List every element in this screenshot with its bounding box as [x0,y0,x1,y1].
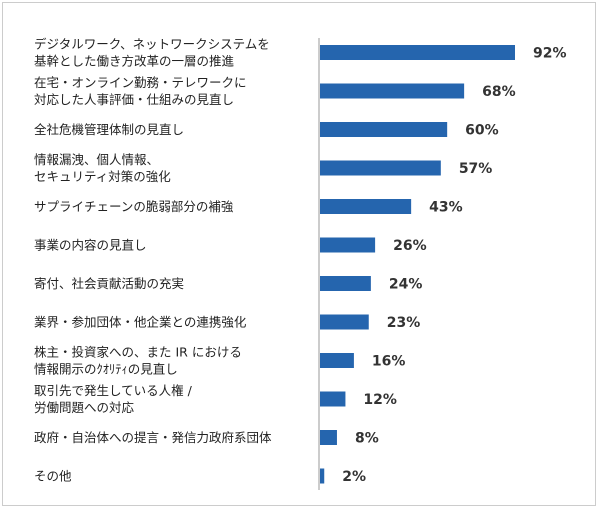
category-label-5-line-1: サプライチェーンの脆弱部分の補強 [34,199,234,214]
bar-7 [320,276,371,291]
value-label-9: 16% [372,354,406,370]
category-label-10-line-2: 労働問題への対応 [34,400,135,415]
category-label-4-line-2: セキュリティ対策の強化 [34,169,171,184]
value-label-2: 68% [482,84,516,100]
bar-9 [320,353,354,368]
category-label-9-line-2: 情報開示のｸｵﾘﾃｨの見直し [34,362,178,377]
bar-10 [320,391,346,407]
bar-1 [320,45,515,60]
category-label-7-line-1: 寄付、社会貢献活動の充実 [34,276,184,291]
value-label-1: 92% [533,46,567,62]
category-label-2-line-2: 対応した人事評価・仕組みの見直し [34,92,234,107]
category-label-4-line-1: 情報漏洩、個人情報、 [34,152,159,167]
bar-5 [320,199,412,214]
bar-3 [320,122,448,137]
bar-11 [320,430,337,445]
category-label-12-line-1: その他 [34,469,72,484]
category-label-8-line-1: 業界・参加団体・他企業との連携強化 [34,315,247,330]
bar-2 [320,83,465,99]
bar-6 [320,237,376,253]
category-label-6-line-1: 事業の内容の見直し [34,238,147,253]
value-label-3: 60% [465,123,499,139]
value-label-10: 12% [363,392,397,408]
value-label-11: 8% [355,431,379,447]
category-label-1-line-1: デジタルワーク、ネットワークシステムを [34,37,270,52]
value-label-4: 57% [459,161,493,177]
category-label-9-line-1: 株主・投資家への、また IR における [34,345,242,360]
bar-12 [320,468,325,484]
category-label-1-line-2: 基幹とした働き方改革の一層の推進 [34,54,235,69]
category-label-2-line-1: 在宅・オンライン勤務・テレワークに [34,75,247,90]
category-label-3-line-1: 全社危機管理体制の見直し [34,122,184,137]
value-label-5: 43% [429,200,463,216]
category-label-10-line-1: 取引先で発生している人権 / [34,383,193,398]
bar-8 [320,314,369,330]
value-label-6: 26% [393,238,427,254]
value-label-8: 23% [387,315,421,331]
category-label-11-line-1: 政府・自治体への提言・発信力政府系団体 [34,430,272,445]
bar-4 [320,160,441,176]
value-label-7: 24% [389,277,423,293]
chart-frame [2,2,596,506]
value-label-12: 2% [342,469,366,485]
